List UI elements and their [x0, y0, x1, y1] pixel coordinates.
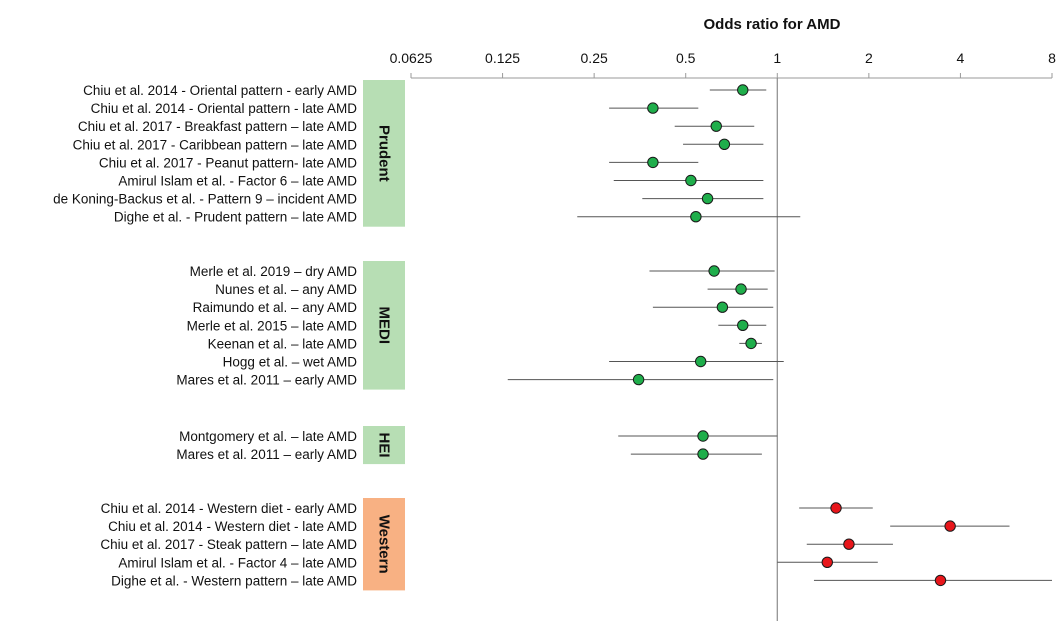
odds-ratio-point [694, 355, 707, 368]
chart-title: Odds ratio for AMD [704, 16, 841, 33]
odds-ratio-point [708, 265, 720, 277]
group-band [363, 426, 405, 465]
study-row: Chiu et al. 2017 - Peanut pattern- late … [99, 155, 699, 170]
study-label: Merle et al. 2015 – late AMD [187, 318, 358, 333]
study-row: Chiu et al. 2014 - Western diet - late A… [108, 519, 1010, 534]
odds-ratio-point [737, 84, 749, 96]
x-tick-label: 0.5 [676, 50, 696, 66]
study-row: Merle et al. 2015 – late AMD [187, 318, 767, 333]
study-label: Mares et al. 2011 – early AMD [176, 373, 357, 388]
group-label: MEDI [376, 307, 393, 345]
odds-ratio-point [735, 283, 747, 295]
x-tick-label: 4 [957, 50, 965, 66]
odds-ratio-point [647, 102, 659, 114]
x-tick-label: 0.125 [485, 50, 520, 66]
odds-ratio-point [685, 174, 697, 187]
study-row: Amirul Islam et al. - Factor 6 – late AM… [118, 174, 764, 189]
group-prudent: Prudent [363, 80, 405, 227]
study-label: Amirul Islam et al. - Factor 4 – late AM… [118, 555, 357, 570]
odds-ratio-point [632, 373, 645, 386]
study-row: Amirul Islam et al. - Factor 4 – late AM… [118, 555, 878, 570]
study-row: Mares et al. 2011 – early AMD [176, 447, 762, 462]
study-label: Chiu et al. 2014 - Western diet - late A… [108, 519, 357, 534]
study-row: Chiu et al. 2017 - Steak pattern – late … [100, 537, 893, 552]
group-hei: HEI [363, 426, 405, 465]
study-label: Hogg et al. – wet AMD [223, 355, 358, 370]
group-band [363, 80, 405, 227]
odds-ratio-point [718, 138, 731, 151]
odds-ratio-point [821, 556, 833, 568]
odds-ratio-point [830, 502, 842, 514]
study-label: Chiu et al. 2017 - Caribbean pattern – l… [73, 137, 358, 152]
odds-ratio-point [944, 520, 956, 532]
odds-ratio-point [710, 120, 722, 132]
odds-ratio-point [745, 337, 757, 350]
study-label: Dighe et al. - Prudent pattern – late AM… [114, 210, 357, 225]
study-row: Dighe et al. - Prudent pattern – late AM… [114, 210, 801, 225]
odds-ratio-point [737, 319, 749, 331]
group-label: Prudent [376, 125, 393, 182]
study-row: Merle et al. 2019 – dry AMD [190, 264, 775, 279]
study-row: Dighe et al. - Western pattern – late AM… [111, 573, 1052, 588]
study-rows: Chiu et al. 2014 - Oriental pattern - ea… [53, 83, 1052, 588]
study-label: Chiu et al. 2014 - Western diet - early … [101, 501, 358, 516]
group-label: Western [376, 515, 393, 574]
study-label: Amirul Islam et al. - Factor 6 – late AM… [118, 174, 357, 189]
study-row: Hogg et al. – wet AMD [223, 355, 784, 370]
study-label: Keenan et al. – late AMD [208, 336, 358, 351]
study-row: Chiu et al. 2014 - Western diet - early … [101, 501, 873, 516]
x-tick-label: 0.0625 [390, 50, 433, 66]
study-row: Nunes et al. – any AMD [215, 282, 768, 297]
x-tick-label: 2 [865, 50, 873, 66]
study-label: Chiu et al. 2017 - Peanut pattern- late … [99, 155, 357, 170]
study-label: Merle et al. 2019 – dry AMD [190, 264, 358, 279]
study-row: Mares et al. 2011 – early AMD [176, 373, 774, 388]
group-western: Western [363, 498, 405, 591]
study-label: Chiu et al. 2017 - Breakfast pattern – l… [78, 119, 357, 134]
study-row: Chiu et al. 2017 - Caribbean pattern – l… [73, 137, 764, 152]
x-tick-label: 0.25 [581, 50, 608, 66]
group-band [363, 498, 405, 591]
study-groups: Prudent MEDI HEI Western [363, 80, 405, 591]
study-label: de Koning-Backus et al. - Pattern 9 – in… [53, 192, 357, 207]
odds-ratio-point [716, 301, 729, 313]
x-tick-label: 8 [1048, 50, 1056, 66]
study-label: Raimundo et al. – any AMD [193, 300, 358, 315]
study-row: Chiu et al. 2014 - Oriental pattern - ea… [83, 83, 767, 98]
odds-ratio-point [701, 192, 714, 205]
study-label: Chiu et al. 2014 - Oriental pattern - ea… [83, 83, 357, 98]
group-band [363, 261, 405, 390]
group-medi: MEDI [363, 261, 405, 390]
study-label: Chiu et al. 2014 - Oriental pattern - la… [91, 101, 358, 116]
study-row: Keenan et al. – late AMD [208, 336, 762, 351]
study-label: Nunes et al. – any AMD [215, 282, 357, 297]
study-row: de Koning-Backus et al. - Pattern 9 – in… [53, 192, 764, 207]
odds-ratio-point [690, 211, 702, 223]
x-axis: 0.0625 0.125 0.25 0.5 1 2 4 8 [390, 50, 1056, 621]
study-label: Dighe et al. - Western pattern – late AM… [111, 573, 357, 588]
study-label: Mares et al. 2011 – early AMD [176, 447, 357, 462]
study-label: Chiu et al. 2017 - Steak pattern – late … [100, 537, 357, 552]
odds-ratio-point [697, 448, 709, 460]
odds-ratio-point [934, 574, 947, 587]
odds-ratio-point [647, 156, 659, 169]
group-label: HEI [376, 433, 393, 458]
study-row: Raimundo et al. – any AMD [193, 300, 774, 315]
study-row: Chiu et al. 2014 - Oriental pattern - la… [91, 101, 699, 116]
odds-ratio-point [843, 538, 855, 550]
study-row: Chiu et al. 2017 - Breakfast pattern – l… [78, 119, 755, 134]
study-row: Montgomery et al. – late AMD [179, 429, 778, 444]
odds-ratio-point [697, 430, 709, 442]
study-label: Montgomery et al. – late AMD [179, 429, 357, 444]
x-tick-label: 1 [773, 50, 781, 66]
